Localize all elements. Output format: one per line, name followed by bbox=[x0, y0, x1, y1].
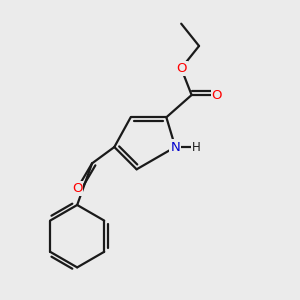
Text: O: O bbox=[72, 182, 83, 195]
Text: H: H bbox=[192, 140, 200, 154]
Text: N: N bbox=[170, 140, 180, 154]
Text: O: O bbox=[212, 88, 222, 101]
Text: O: O bbox=[176, 62, 187, 75]
